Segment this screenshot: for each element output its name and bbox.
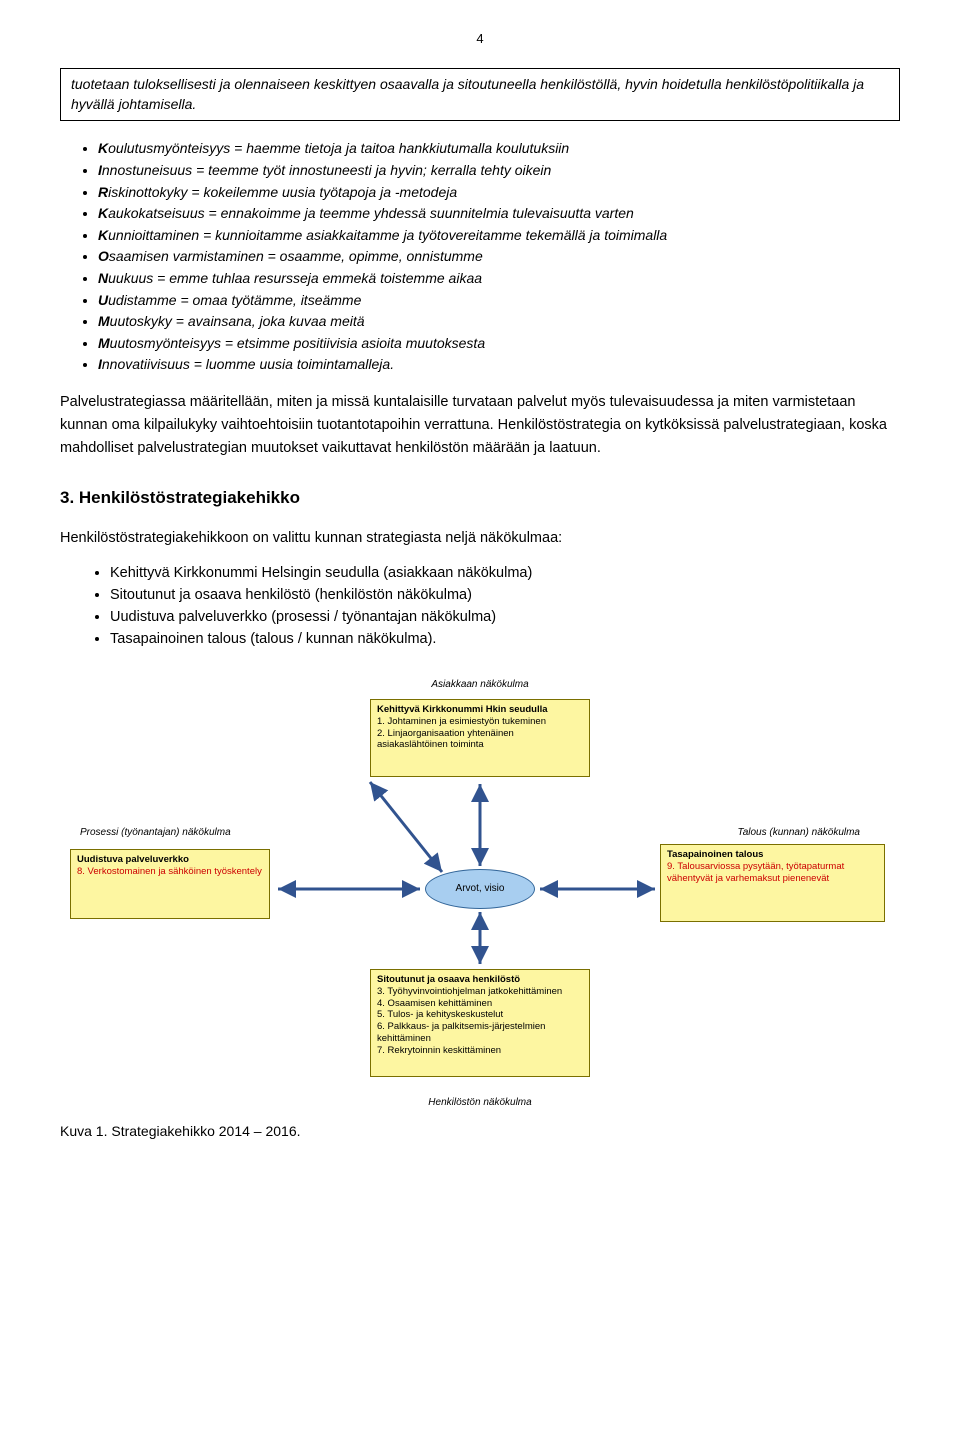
boxed-intro: tuotetaan tuloksellisesti ja olennaiseen… <box>60 68 900 121</box>
perspective-item: Uudistuva palveluverkko (prosessi / työn… <box>110 607 900 627</box>
strategy-diagram: Asiakkaan näkökulma Prosessi (työnantaja… <box>70 674 890 1114</box>
node-top-title: Kehittyvä Kirkkonummi Hkin seudulla <box>377 704 583 716</box>
node-bottom: Sitoutunut ja osaava henkilöstö 3. Työhy… <box>370 969 590 1077</box>
node-left-title: Uudistuva palveluverkko <box>77 854 263 866</box>
acrostic-item: Uudistamme = omaa työtämme, itseämme <box>98 291 900 311</box>
perspective-item: Sitoutunut ja osaava henkilöstö (henkilö… <box>110 585 900 605</box>
perspective-list: Kehittyvä Kirkkonummi Helsingin seudulla… <box>60 563 900 650</box>
section-intro: Henkilöstöstrategiakehikkoon on valittu … <box>60 528 900 548</box>
label-left: Prosessi (työnantajan) näkökulma <box>80 826 231 840</box>
strategy-paragraph: Palvelustrategiassa määritellään, miten … <box>60 391 900 461</box>
perspective-item: Tasapainoinen talous (talous / kunnan nä… <box>110 629 900 649</box>
acrostic-item: Innovatiivisuus = luomme uusia toimintam… <box>98 355 900 375</box>
acrostic-item: Nuukuus = emme tuhlaa resursseja emmekä … <box>98 269 900 289</box>
node-left-body: 8. Verkostomainen ja sähköinen työskente… <box>77 866 262 877</box>
node-top: Kehittyvä Kirkkonummi Hkin seudulla 1. J… <box>370 699 590 777</box>
node-right: Tasapainoinen talous 9. Talousarviossa p… <box>660 844 885 922</box>
label-right: Talous (kunnan) näkökulma <box>738 826 860 840</box>
perspective-item: Kehittyvä Kirkkonummi Helsingin seudulla… <box>110 563 900 583</box>
acrostic-item: Muutoskyky = avainsana, joka kuvaa meitä <box>98 312 900 332</box>
acrostic-item: Riskinottokyky = kokeilemme uusia työtap… <box>98 183 900 203</box>
center-oval-text: Arvot, visio <box>456 882 505 896</box>
center-oval: Arvot, visio <box>425 869 535 909</box>
node-right-body: 9. Talousarviossa pysytään, työtapaturma… <box>667 861 844 884</box>
acrostic-item: Kunnioittaminen = kunnioitamme asiakkait… <box>98 226 900 246</box>
acrostic-list: Koulutusmyönteisyys = haemme tietoja ja … <box>60 139 900 375</box>
label-bottom: Henkilöstön näkökulma <box>70 1096 890 1110</box>
figure-caption: Kuva 1. Strategiakehikko 2014 – 2016. <box>60 1122 900 1142</box>
acrostic-item: Innostuneisuus = teemme työt innostunees… <box>98 161 900 181</box>
node-bottom-body: 3. Työhyvinvointiohjelman jatkokehittämi… <box>377 986 562 1056</box>
acrostic-item: Kaukokatseisuus = ennakoimme ja teemme y… <box>98 204 900 224</box>
node-left: Uudistuva palveluverkko 8. Verkostomaine… <box>70 849 270 919</box>
acrostic-item: Osaamisen varmistaminen = osaamme, opimm… <box>98 247 900 267</box>
node-bottom-title: Sitoutunut ja osaava henkilöstö <box>377 974 583 986</box>
node-top-body: 1. Johtaminen ja esimiestyön tukeminen2.… <box>377 716 546 751</box>
section-heading: 3. Henkilöstöstrategiakehikko <box>60 486 900 510</box>
label-top: Asiakkaan näkökulma <box>70 678 890 692</box>
acrostic-item: Koulutusmyönteisyys = haemme tietoja ja … <box>98 139 900 159</box>
page-number: 4 <box>60 30 900 48</box>
acrostic-item: Muutosmyönteisyys = etsimme positiivisia… <box>98 334 900 354</box>
node-right-title: Tasapainoinen talous <box>667 849 878 861</box>
